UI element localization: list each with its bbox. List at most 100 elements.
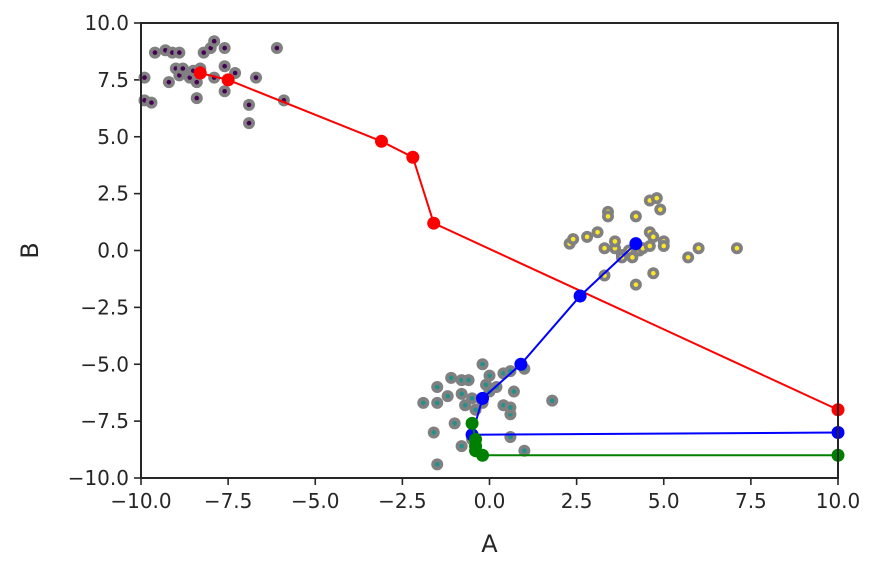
point-core bbox=[208, 45, 213, 51]
point-core bbox=[445, 393, 450, 399]
point-core bbox=[661, 243, 667, 249]
scatter-point bbox=[518, 444, 531, 457]
scatter-point bbox=[431, 458, 444, 471]
scatter-point bbox=[431, 396, 444, 409]
point-core bbox=[222, 45, 227, 51]
point-core bbox=[612, 239, 618, 244]
point-core bbox=[466, 377, 471, 383]
point-core bbox=[633, 214, 639, 219]
scatter-point bbox=[145, 96, 158, 109]
scatter-point bbox=[504, 431, 517, 444]
point-core bbox=[246, 102, 252, 108]
y-tick-label: 7.5 bbox=[97, 68, 129, 92]
y-tick-label: −7.5 bbox=[80, 409, 129, 433]
scatter-point bbox=[218, 60, 231, 73]
scatter-point bbox=[445, 371, 458, 384]
point-core bbox=[180, 66, 186, 71]
path-marker bbox=[427, 216, 441, 230]
scatter-point bbox=[598, 242, 611, 255]
scatter-point bbox=[250, 71, 263, 84]
x-axis-label: A bbox=[481, 530, 498, 558]
point-core bbox=[194, 95, 200, 101]
scatter-point bbox=[243, 98, 256, 111]
scatter-point bbox=[190, 92, 203, 105]
x-tick-label: −7.5 bbox=[204, 489, 253, 513]
point-core bbox=[487, 373, 492, 378]
point-core bbox=[696, 245, 701, 251]
point-core bbox=[511, 389, 517, 394]
point-core bbox=[633, 282, 639, 287]
point-core bbox=[522, 448, 527, 454]
point-core bbox=[232, 70, 238, 76]
x-tick-label: 10.0 bbox=[816, 489, 861, 513]
point-core bbox=[654, 195, 660, 201]
scatter-point bbox=[657, 239, 670, 252]
scatter-point bbox=[462, 374, 475, 387]
scatter-point bbox=[647, 267, 660, 280]
scatter-point bbox=[218, 42, 231, 55]
y-axis-label: B bbox=[16, 242, 44, 258]
x-tick-label: 7.5 bbox=[735, 489, 767, 513]
point-core bbox=[734, 245, 740, 251]
point-core bbox=[647, 243, 653, 249]
point-core bbox=[434, 462, 440, 467]
scatter-point bbox=[162, 76, 175, 89]
point-core bbox=[630, 255, 635, 260]
scatter-point bbox=[546, 394, 559, 407]
y-tick-label: −10.0 bbox=[68, 466, 129, 490]
scatter-point bbox=[148, 46, 161, 59]
point-core bbox=[149, 100, 154, 105]
point-core bbox=[201, 50, 207, 55]
path-line bbox=[470, 242, 839, 436]
point-core bbox=[584, 234, 590, 240]
scatter-point bbox=[647, 230, 660, 243]
x-tick-label: 5.0 bbox=[648, 489, 680, 513]
scatter-point bbox=[455, 387, 468, 400]
scatter-point bbox=[448, 417, 461, 430]
path-marker bbox=[221, 73, 235, 87]
point-core bbox=[253, 75, 259, 80]
y-tick-label: 10.0 bbox=[84, 11, 129, 35]
scatter-point bbox=[692, 242, 705, 255]
scatter-point bbox=[270, 42, 283, 55]
x-tick-label: −2.5 bbox=[378, 489, 427, 513]
point-core bbox=[570, 236, 576, 242]
point-core bbox=[605, 214, 611, 219]
path-marker bbox=[374, 134, 388, 148]
point-core bbox=[602, 245, 607, 251]
path-marker bbox=[465, 416, 479, 430]
scatter-point bbox=[480, 378, 493, 391]
point-core bbox=[187, 75, 193, 80]
scatter-point bbox=[176, 62, 189, 75]
x-axis-ticks: −10.0 −7.5 −5.0 −2.5 0.0 2.5 5.0 7.5 10.0 bbox=[110, 478, 860, 513]
point-core bbox=[152, 50, 158, 55]
point-core bbox=[469, 396, 475, 401]
point-core bbox=[459, 443, 464, 449]
point-core bbox=[448, 375, 454, 381]
scatter-point bbox=[417, 396, 430, 409]
point-core bbox=[480, 361, 485, 367]
point-core bbox=[222, 63, 227, 69]
point-core bbox=[459, 391, 464, 397]
y-tick-label: 5.0 bbox=[97, 125, 129, 149]
plot-area bbox=[141, 23, 838, 478]
scatter-point bbox=[629, 278, 642, 291]
point-core bbox=[595, 230, 600, 235]
scatter-point bbox=[567, 233, 580, 246]
scatter-point bbox=[208, 35, 221, 48]
point-core bbox=[274, 45, 280, 51]
scatter-point bbox=[643, 239, 656, 252]
scatter-point bbox=[654, 203, 667, 216]
point-core bbox=[211, 38, 217, 44]
scatter-point bbox=[504, 401, 517, 414]
point-core bbox=[452, 421, 457, 426]
point-core bbox=[222, 88, 227, 94]
point-core bbox=[142, 75, 147, 80]
point-core bbox=[246, 120, 252, 126]
scatter-point bbox=[601, 210, 614, 223]
scatter-point bbox=[730, 242, 743, 255]
scatter-point bbox=[581, 230, 594, 243]
point-core bbox=[650, 270, 656, 276]
point-core bbox=[462, 402, 468, 408]
